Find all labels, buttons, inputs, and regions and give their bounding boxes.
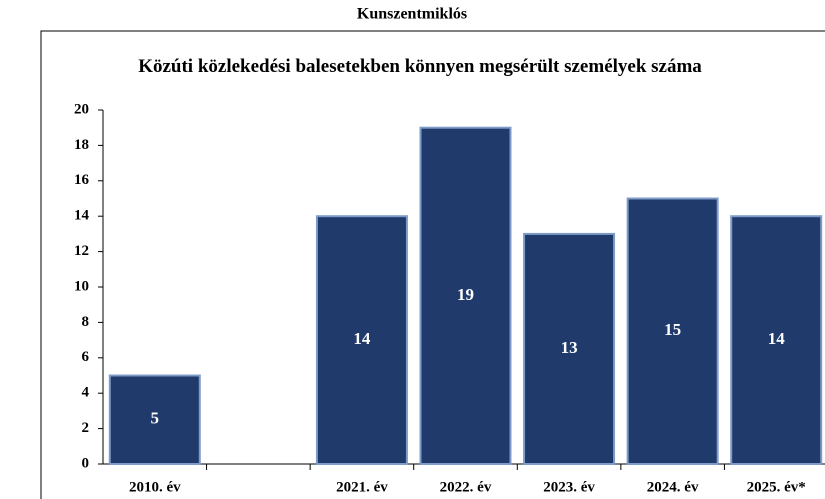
x-tick-label: 2022. év xyxy=(440,479,492,495)
y-tick-label: 8 xyxy=(82,314,90,330)
x-tick-label: 2021. év xyxy=(336,479,388,495)
bar xyxy=(315,215,408,465)
y-tick-label: 0 xyxy=(82,455,90,471)
value-label: 15 xyxy=(664,320,681,339)
value-label: 14 xyxy=(353,329,371,348)
chart-title: Közúti közlekedési balesetekben könnyen … xyxy=(138,56,702,77)
value-label: 5 xyxy=(151,409,160,428)
value-label: 13 xyxy=(561,338,578,357)
y-tick-label: 18 xyxy=(74,137,89,153)
x-tick-label: 2010. év xyxy=(129,479,181,495)
bar xyxy=(108,374,201,465)
bar xyxy=(523,232,616,465)
x-tick-label: 2024. év xyxy=(647,479,699,495)
y-tick-label: 10 xyxy=(74,278,89,294)
y-tick-label: 14 xyxy=(74,208,90,224)
y-tick-label: 6 xyxy=(82,349,90,365)
y-tick-label: 4 xyxy=(82,385,90,401)
value-label: 19 xyxy=(457,285,474,304)
chart-header: Kunszentmiklós xyxy=(357,6,467,23)
x-tick-label: 2023. év xyxy=(543,479,595,495)
y-tick-label: 2 xyxy=(82,420,90,436)
y-tick-label: 20 xyxy=(74,101,89,117)
bar xyxy=(419,126,512,465)
y-tick-label: 12 xyxy=(74,243,89,259)
bar xyxy=(730,215,823,465)
y-tick-label: 16 xyxy=(74,172,90,188)
value-label: 14 xyxy=(768,329,786,348)
bar xyxy=(626,197,719,465)
x-tick-label: 2025. év* xyxy=(747,479,806,495)
frame xyxy=(40,30,825,499)
